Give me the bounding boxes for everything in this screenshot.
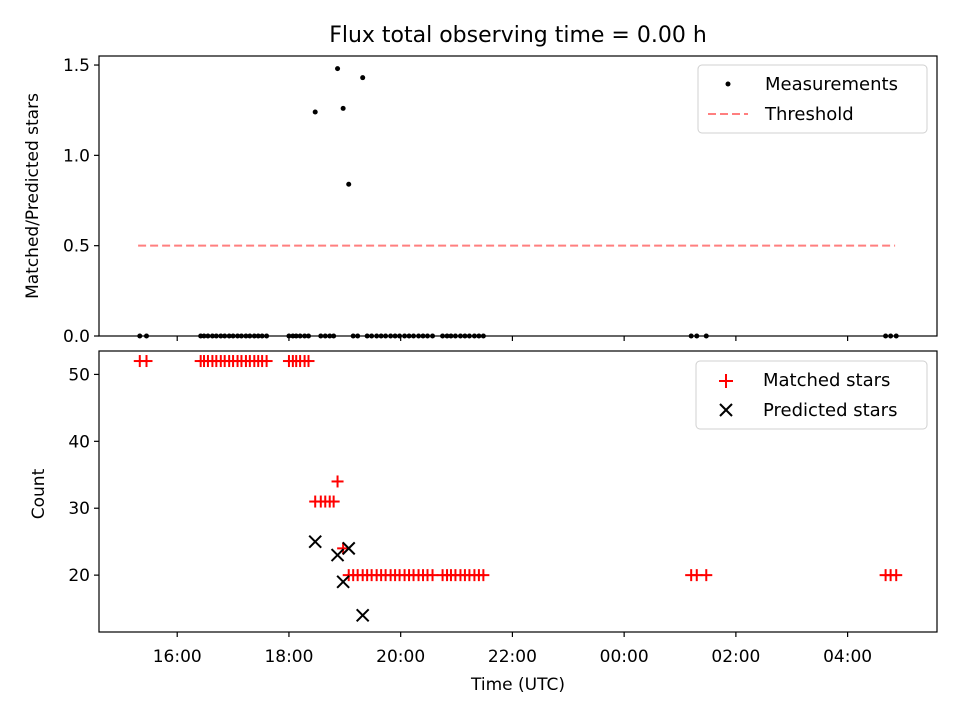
top-y-tick-label: 0.5 [63, 237, 90, 257]
x-tick-label: 04:00 [823, 647, 872, 667]
x-axis-label: Time (UTC) [470, 675, 565, 695]
matched-star-point [700, 569, 713, 582]
measurement-point [340, 105, 346, 111]
top-legend-box [697, 64, 928, 134]
x-tick-label: 02:00 [711, 647, 760, 667]
bottom-y-axis-label: Count [29, 468, 49, 519]
predicted-stars-legend-marker [719, 403, 733, 417]
matched-star-point [477, 569, 490, 582]
x-tick-label: 20:00 [376, 647, 425, 667]
measurement-point [312, 109, 318, 115]
predicted-stars-legend-label: Predicted stars [763, 400, 897, 421]
matched-star-point [260, 355, 273, 368]
predicted-star-point [342, 541, 356, 556]
predicted-star-point [330, 548, 345, 562]
matched-star-point [890, 569, 903, 582]
bottom-legend: Matched stars Predicted stars [695, 360, 928, 430]
top-axes-frame [98, 55, 938, 337]
measurement-point [360, 75, 366, 81]
top-y-axis-label: Matched/Predicted stars [23, 93, 43, 299]
matched-star-point [140, 355, 153, 368]
x-tick-label: 22:00 [488, 647, 537, 667]
top-y-tick-label: 1.0 [63, 146, 90, 166]
top-y-tick-label: 0.0 [63, 327, 90, 347]
matched-stars-legend-marker [719, 374, 733, 388]
top-panel: 0.0 0.5 1.0 1.5 Matched/Predicted stars Mea… [23, 55, 938, 347]
bottom-y-tick-label: 40 [68, 432, 90, 452]
measurement-point [346, 181, 352, 187]
measurement-point [335, 66, 341, 72]
bottom-panel: 20 30 40 50 16:00 18:00 20:00 22:00 00:00 02:00 0… [29, 350, 938, 695]
matched-star-point [337, 542, 350, 555]
bottom-y-tick-label: 20 [68, 566, 90, 586]
matched-star-point [426, 569, 439, 582]
matched-stars-legend-label: Matched stars [763, 370, 890, 391]
matched-star-point [331, 475, 344, 488]
predicted-star-point [355, 608, 370, 622]
predicted-star-point [308, 534, 322, 549]
x-tick-label: 16:00 [153, 647, 202, 667]
measurements-legend-label: Measurements [765, 74, 898, 95]
bottom-axes-frame [98, 350, 938, 633]
x-tick-label: 00:00 [600, 647, 649, 667]
measurements-legend-marker [725, 81, 731, 87]
chart-title: Flux total observing time = 0.00 h [329, 23, 707, 48]
x-tick-label: 18:00 [264, 647, 313, 667]
bottom-y-tick-label: 30 [68, 499, 90, 519]
matched-star-point [302, 355, 315, 368]
top-legend: Measurements Threshold [697, 64, 928, 134]
predicted-star-point [336, 575, 350, 589]
matched-star-point [327, 495, 340, 508]
bottom-y-tick-label: 50 [68, 365, 90, 385]
threshold-legend-label: Threshold [764, 104, 854, 125]
top-y-tick-label: 1.5 [63, 56, 90, 76]
bottom-legend-box [695, 360, 928, 430]
